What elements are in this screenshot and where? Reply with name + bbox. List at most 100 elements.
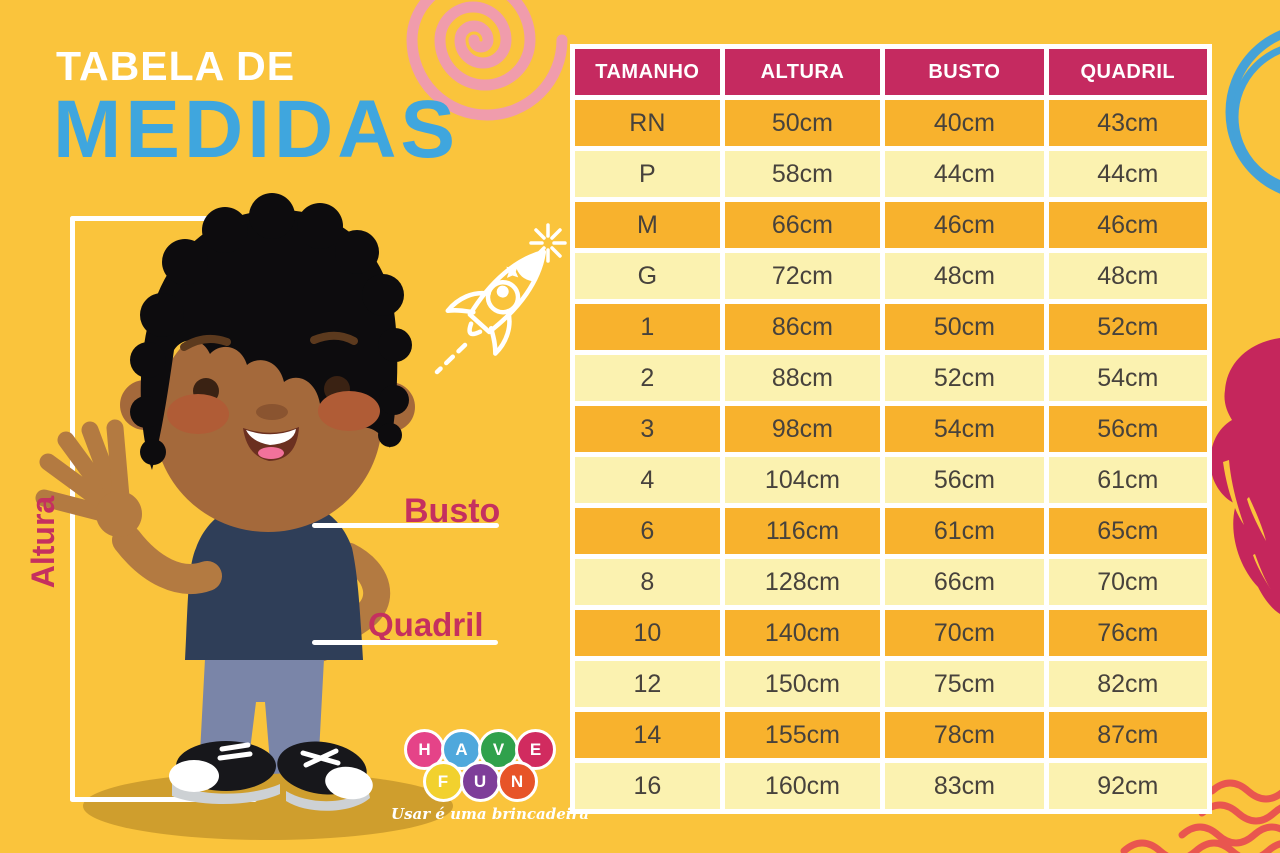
waves-doodle-icon [1120, 779, 1280, 853]
table-cell: 8 [575, 559, 720, 605]
table-cell: 82cm [1048, 661, 1207, 707]
table-cell: 92cm [1048, 763, 1207, 809]
shirt [185, 500, 363, 660]
nose [256, 404, 288, 420]
busto-pointer-line [312, 523, 499, 528]
table-cell: 2 [575, 355, 720, 401]
table-cell: 44cm [1048, 151, 1207, 197]
left-eyebrow [180, 334, 231, 351]
table-cell: 48cm [1048, 253, 1207, 299]
blue-circle-doodle-icon [1225, 30, 1280, 194]
table-cell: 75cm [885, 661, 1044, 707]
title-line-2: MEDIDAS [53, 84, 460, 175]
table-cell: 14 [575, 712, 720, 758]
left-cheek [167, 394, 229, 434]
table-cell: 76cm [1048, 610, 1207, 656]
table-cell: 61cm [1048, 457, 1207, 503]
quadril-label: Quadril [368, 606, 484, 643]
quadril-pointer-line [312, 640, 498, 645]
logo-tagline: Usar é uma brincadeira [391, 805, 590, 823]
teeth [246, 429, 296, 445]
table-cell: 155cm [724, 712, 881, 758]
column-header-altura: ALTURA [724, 49, 881, 95]
pink-spiral-doodle-icon [406, 0, 568, 121]
table-cell: 66cm [885, 559, 1044, 605]
left-arm [112, 525, 222, 594]
table-cell: 72cm [724, 253, 881, 299]
table-cell: 4 [575, 457, 720, 503]
table-cell: 40cm [885, 100, 1044, 146]
poster-title: TABELA DE MEDIDAS [53, 43, 460, 175]
right-shoe [277, 741, 373, 811]
hair [130, 193, 412, 471]
height-bracket-top-line [70, 216, 268, 221]
table-cell: 66cm [724, 202, 881, 248]
table-cell: 54cm [885, 406, 1044, 452]
logo-ball-u: U [459, 761, 501, 802]
table-cell: M [575, 202, 720, 248]
table-cell: 65cm [1048, 508, 1207, 554]
table-cell: 46cm [1048, 202, 1207, 248]
table-cell: 116cm [724, 508, 881, 554]
column-header-quadril: QUADRIL [1048, 49, 1207, 95]
boy-illustration [35, 193, 415, 811]
table-cell: 78cm [885, 712, 1044, 758]
table-cell: 10 [575, 610, 720, 656]
column-header-busto: BUSTO [885, 49, 1044, 95]
table-cell: 98cm [724, 406, 881, 452]
table-cell: 87cm [1048, 712, 1207, 758]
table-cell: 48cm [885, 253, 1044, 299]
table-cell: P [575, 151, 720, 197]
table-cell: 58cm [724, 151, 881, 197]
table-cell: 1 [575, 304, 720, 350]
waving-hand [35, 419, 142, 537]
logo-ball-n: N [496, 761, 538, 802]
rocket-doodle-icon [434, 223, 567, 375]
table-cell: 83cm [885, 763, 1044, 809]
table-cell: 50cm [885, 304, 1044, 350]
table-cell: 3 [575, 406, 720, 452]
table-cell: G [575, 253, 720, 299]
size-table: TAMANHO ALTURA BUSTO QUADRIL RN 50cm 40cm 43cm P… [570, 44, 1212, 814]
right-cheek [318, 391, 380, 431]
table-cell: 61cm [885, 508, 1044, 554]
pants [199, 640, 325, 774]
table-cell: 160cm [724, 763, 881, 809]
table-cell: 150cm [724, 661, 881, 707]
title-line-1: TABELA DE [56, 43, 296, 89]
sparkle-icon [529, 223, 567, 263]
table-cell: 12 [575, 661, 720, 707]
face-features [167, 331, 380, 461]
table-cell: 88cm [724, 355, 881, 401]
table-cell: 6 [575, 508, 720, 554]
ground-shadow [83, 772, 453, 840]
table-cell: 46cm [885, 202, 1044, 248]
logo-ball-e: E [515, 729, 556, 770]
table-cell: 50cm [724, 100, 881, 146]
table-cell: RN [575, 100, 720, 146]
table-cell: 52cm [885, 355, 1044, 401]
table-cell: 52cm [1048, 304, 1207, 350]
table-cell: 70cm [885, 610, 1044, 656]
altura-label: Altura [25, 495, 61, 589]
height-bracket-bottom-line [70, 797, 257, 802]
table-cell: 140cm [724, 610, 881, 656]
table-cell: 54cm [1048, 355, 1207, 401]
table-cell: 70cm [1048, 559, 1207, 605]
tongue [258, 447, 284, 459]
table-cell: 86cm [724, 304, 881, 350]
column-header-tamanho: TAMANHO [575, 49, 720, 95]
petal-doodle-icon [1210, 338, 1280, 614]
right-eyebrow [310, 331, 358, 345]
logo-ball-h: H [404, 729, 445, 770]
logo-ball-f: F [422, 761, 464, 802]
table-cell: 43cm [1048, 100, 1207, 146]
table-cell: 16 [575, 763, 720, 809]
table-cell: 56cm [1048, 406, 1207, 452]
table-cell: 128cm [724, 559, 881, 605]
table-cell: 44cm [885, 151, 1044, 197]
table-cell: 56cm [885, 457, 1044, 503]
